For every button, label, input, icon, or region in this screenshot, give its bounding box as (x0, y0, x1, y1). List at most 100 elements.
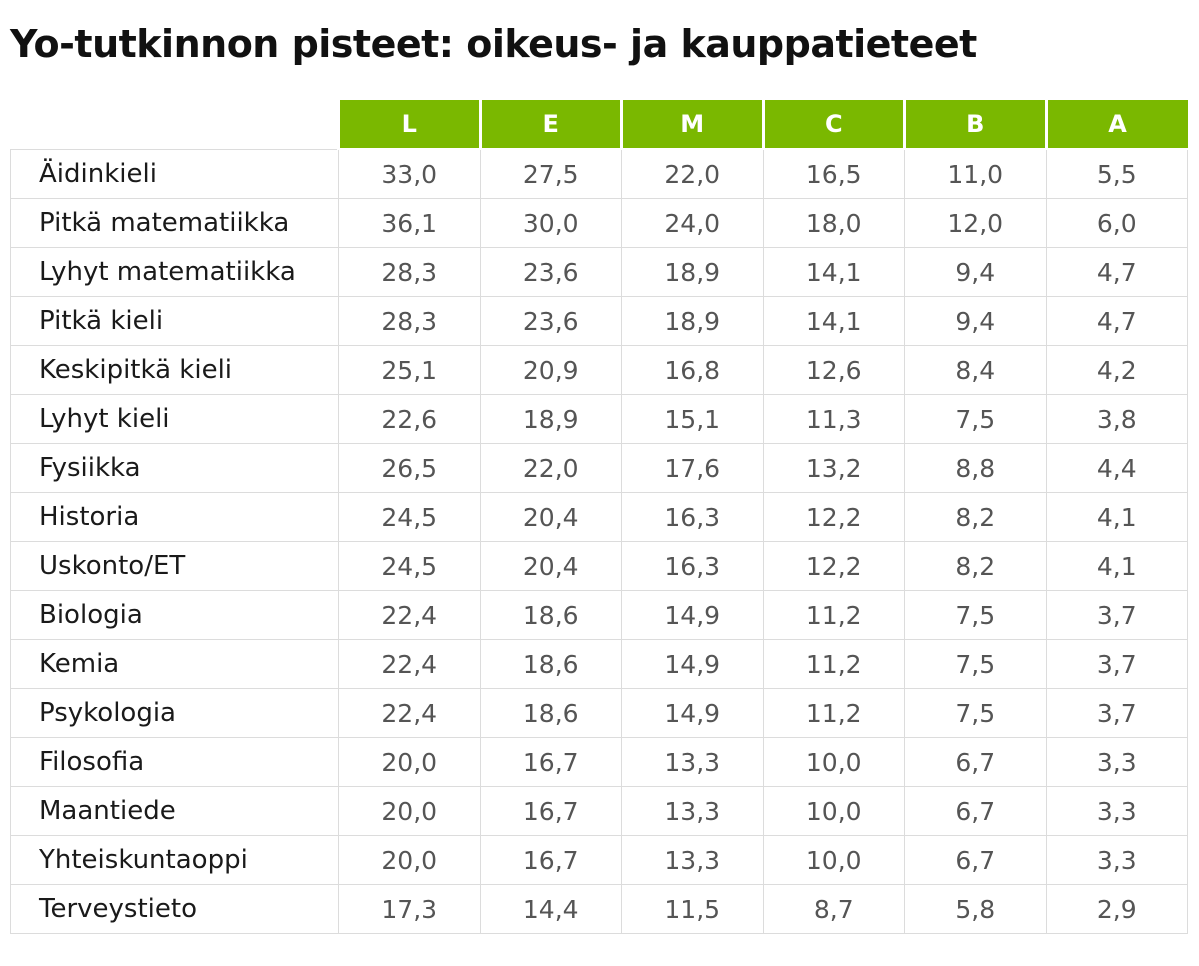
points-cell-c: 12,2 (762, 541, 905, 591)
points-cell-c: 12,2 (762, 492, 905, 542)
points-cell-b: 12,0 (904, 198, 1047, 248)
column-header-m: M (620, 100, 763, 150)
points-cell-m: 16,8 (621, 345, 764, 395)
points-cell-e: 16,7 (479, 835, 622, 885)
points-cell-a: 4,2 (1045, 345, 1188, 395)
column-header-b: B (903, 100, 1046, 150)
points-cell-c: 14,1 (762, 296, 905, 346)
points-cell-m: 14,9 (621, 639, 764, 689)
points-cell-m: 16,3 (621, 492, 764, 542)
subject-label: Äidinkieli (10, 148, 339, 199)
subject-label: Filosofia (10, 737, 339, 787)
page-title: Yo-tutkinnon pisteet: oikeus- ja kauppat… (10, 22, 977, 66)
points-cell-m: 13,3 (621, 737, 764, 787)
points-cell-e: 23,6 (479, 247, 622, 297)
points-cell-a: 4,1 (1045, 492, 1188, 542)
header-row: L E M C B A (10, 100, 1188, 150)
subject-label: Pitkä matematiikka (10, 198, 339, 248)
table-row: Historia 24,5 20,4 16,3 12,2 8,2 4,1 (10, 492, 1188, 542)
points-cell-m: 11,5 (621, 884, 764, 934)
subject-label: Biologia (10, 590, 339, 640)
table-row: Kemia 22,4 18,6 14,9 11,2 7,5 3,7 (10, 639, 1188, 689)
points-cell-b: 5,8 (904, 884, 1047, 934)
subject-label: Lyhyt kieli (10, 394, 339, 444)
points-cell-m: 13,3 (621, 786, 764, 836)
points-cell-l: 17,3 (338, 884, 481, 934)
points-cell-l: 22,4 (338, 688, 481, 738)
points-cell-c: 8,7 (762, 884, 905, 934)
points-cell-m: 14,9 (621, 688, 764, 738)
points-cell-e: 18,6 (479, 590, 622, 640)
points-cell-a: 3,7 (1045, 639, 1188, 689)
points-cell-b: 8,2 (904, 492, 1047, 542)
column-header-l: L (337, 100, 480, 150)
points-cell-b: 9,4 (904, 247, 1047, 297)
subject-label: Uskonto/ET (10, 541, 339, 591)
table-row: Pitkä matematiikka 36,1 30,0 24,0 18,0 12,0 6,… (10, 198, 1188, 248)
points-cell-a: 4,7 (1045, 247, 1188, 297)
points-cell-l: 22,4 (338, 639, 481, 689)
points-cell-m: 17,6 (621, 443, 764, 493)
points-table: L E M C B A Äidinkieli 33,0 27,5 22,0 16,5 11… (10, 100, 1188, 934)
table-row: Yhteiskuntaoppi 20,0 16,7 13,3 10,0 6,7 3,3 (10, 835, 1188, 885)
table-row: Pitkä kieli 28,3 23,6 18,9 14,1 9,4 4,7 (10, 296, 1188, 346)
points-cell-b: 11,0 (904, 148, 1047, 199)
points-cell-l: 25,1 (338, 345, 481, 395)
points-cell-m: 18,9 (621, 296, 764, 346)
points-cell-c: 11,3 (762, 394, 905, 444)
points-cell-e: 20,9 (479, 345, 622, 395)
points-cell-b: 8,8 (904, 443, 1047, 493)
points-cell-c: 13,2 (762, 443, 905, 493)
subject-label: Fysiikka (10, 443, 339, 493)
points-cell-a: 3,3 (1045, 737, 1188, 787)
points-cell-c: 10,0 (762, 835, 905, 885)
points-cell-e: 16,7 (479, 786, 622, 836)
table-row: Filosofia 20,0 16,7 13,3 10,0 6,7 3,3 (10, 737, 1188, 787)
points-cell-l: 33,0 (338, 148, 481, 199)
points-cell-a: 4,4 (1045, 443, 1188, 493)
subject-label: Yhteiskuntaoppi (10, 835, 339, 885)
points-cell-c: 16,5 (762, 148, 905, 199)
subject-label: Lyhyt matematiikka (10, 247, 339, 297)
points-cell-e: 30,0 (479, 198, 622, 248)
points-cell-m: 13,3 (621, 835, 764, 885)
table-row: Fysiikka 26,5 22,0 17,6 13,2 8,8 4,4 (10, 443, 1188, 493)
points-cell-e: 16,7 (479, 737, 622, 787)
column-header-e: E (478, 100, 622, 150)
points-cell-m: 16,3 (621, 541, 764, 591)
points-cell-e: 23,6 (479, 296, 622, 346)
points-cell-l: 28,3 (338, 247, 481, 297)
points-cell-a: 3,8 (1045, 394, 1188, 444)
points-cell-b: 6,7 (904, 835, 1047, 885)
table-row: Keskipitkä kieli 25,1 20,9 16,8 12,6 8,4 4,2 (10, 345, 1188, 395)
column-header-a: A (1044, 100, 1188, 150)
points-cell-l: 20,0 (338, 835, 481, 885)
points-cell-e: 20,4 (479, 541, 622, 591)
subject-label: Keskipitkä kieli (10, 345, 339, 395)
corner-cell (10, 100, 339, 150)
points-cell-a: 3,3 (1045, 786, 1188, 836)
points-cell-c: 11,2 (762, 590, 905, 640)
points-cell-a: 6,0 (1045, 198, 1188, 248)
points-cell-a: 3,7 (1045, 590, 1188, 640)
table-row: Maantiede 20,0 16,7 13,3 10,0 6,7 3,3 (10, 786, 1188, 836)
points-cell-b: 7,5 (904, 688, 1047, 738)
points-cell-l: 26,5 (338, 443, 481, 493)
table-row: Lyhyt kieli 22,6 18,9 15,1 11,3 7,5 3,8 (10, 394, 1188, 444)
points-cell-m: 22,0 (621, 148, 764, 199)
points-cell-e: 14,4 (479, 884, 622, 934)
points-cell-l: 28,3 (338, 296, 481, 346)
points-cell-e: 18,9 (479, 394, 622, 444)
points-cell-e: 20,4 (479, 492, 622, 542)
subject-label: Psykologia (10, 688, 339, 738)
points-cell-l: 22,4 (338, 590, 481, 640)
points-cell-b: 8,4 (904, 345, 1047, 395)
table-row: Terveystieto 17,3 14,4 11,5 8,7 5,8 2,9 (10, 884, 1188, 934)
points-cell-l: 22,6 (338, 394, 481, 444)
table-row: Uskonto/ET 24,5 20,4 16,3 12,2 8,2 4,1 (10, 541, 1188, 591)
subject-label: Terveystieto (10, 884, 339, 934)
points-cell-e: 27,5 (479, 148, 622, 199)
points-cell-m: 18,9 (621, 247, 764, 297)
points-cell-m: 15,1 (621, 394, 764, 444)
points-cell-m: 14,9 (621, 590, 764, 640)
